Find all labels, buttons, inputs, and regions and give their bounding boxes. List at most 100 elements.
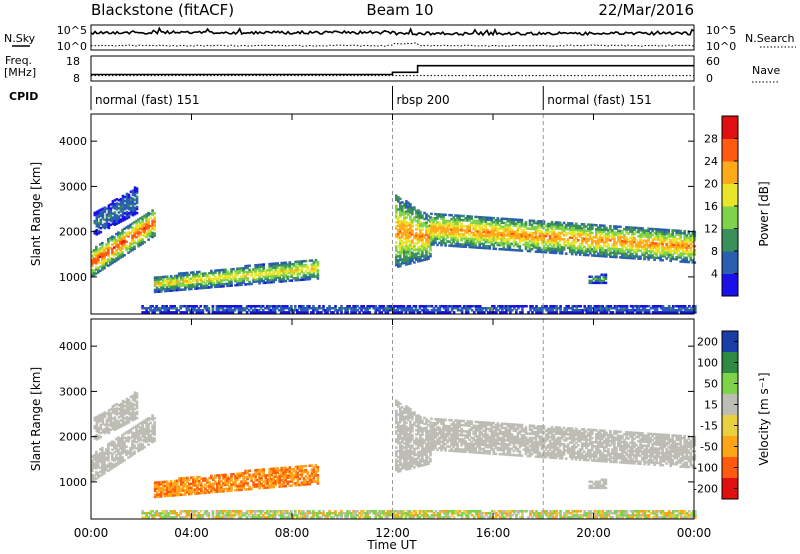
power-cell xyxy=(488,232,492,236)
velocity-cell xyxy=(121,401,125,405)
velocity-cell xyxy=(157,487,161,490)
power-cell xyxy=(613,305,617,308)
power-cell xyxy=(659,258,662,262)
power-cell xyxy=(121,219,125,222)
velocity-cell xyxy=(129,436,132,440)
velocity-cell xyxy=(117,408,121,411)
power-cell xyxy=(236,279,239,283)
power-cell xyxy=(542,232,546,236)
power-cell xyxy=(631,236,634,240)
power-cell xyxy=(591,307,595,310)
velocity-cell xyxy=(101,459,104,462)
power-cell xyxy=(474,234,477,237)
velocity-cell xyxy=(107,465,110,468)
power-cell xyxy=(526,249,530,253)
power-cell xyxy=(546,228,550,232)
power-cell xyxy=(635,247,638,250)
power-cell xyxy=(502,238,506,241)
power-cell xyxy=(580,249,584,252)
velocity-cell xyxy=(254,473,257,476)
power-cell xyxy=(127,195,131,199)
power-cell xyxy=(466,225,469,228)
velocity-cell xyxy=(101,446,104,450)
power-cell xyxy=(687,244,691,247)
velocity-cell xyxy=(97,426,101,430)
power-cell xyxy=(95,222,99,226)
power-cell xyxy=(190,271,193,274)
power-cell xyxy=(282,311,285,314)
power-cell xyxy=(468,241,471,245)
power-cell xyxy=(460,307,464,310)
power-cell xyxy=(121,215,125,218)
power-cell xyxy=(93,271,96,274)
velocity-cell xyxy=(190,486,193,490)
power-cell xyxy=(117,199,121,202)
power-cell xyxy=(304,311,307,314)
power-cell xyxy=(462,305,466,308)
power-cell xyxy=(587,243,590,247)
power-cell xyxy=(512,232,516,235)
power-cell xyxy=(685,236,689,239)
velocity-cell xyxy=(111,407,115,410)
power-cell xyxy=(623,234,626,237)
power-cell xyxy=(238,269,241,272)
power-cell xyxy=(526,237,530,241)
velocity-cell xyxy=(250,475,253,478)
power-cell xyxy=(605,228,608,232)
power-cell xyxy=(468,225,471,228)
power-cell xyxy=(440,311,444,314)
power-cell xyxy=(679,256,682,259)
power-cell xyxy=(631,254,634,258)
power-cell xyxy=(419,229,422,232)
velocity-cell xyxy=(288,466,292,469)
power-cell xyxy=(623,238,626,241)
velocity-cell xyxy=(262,480,265,484)
power-cell xyxy=(384,307,388,310)
power-cell xyxy=(271,309,275,312)
velocity-cell xyxy=(123,440,126,444)
velocity-cell xyxy=(260,478,263,482)
power-cell xyxy=(440,239,443,243)
power-cell xyxy=(129,200,133,204)
power-cell xyxy=(609,249,612,252)
power-cell xyxy=(192,285,195,288)
velocity-cell xyxy=(123,404,127,408)
power-cell xyxy=(107,260,110,263)
power-cell xyxy=(405,224,408,227)
power-cell xyxy=(179,282,183,285)
velocity-cell xyxy=(107,457,110,460)
power-cell xyxy=(190,281,193,285)
power-cell xyxy=(135,242,138,245)
velocity-cell xyxy=(139,430,142,433)
power-cell xyxy=(507,305,510,308)
power-cell xyxy=(109,261,112,264)
velocity-cell xyxy=(194,480,197,483)
power-cell xyxy=(559,311,562,314)
velocity-cell xyxy=(119,457,122,460)
power-cell xyxy=(430,311,434,314)
power-cell xyxy=(501,311,504,314)
power-cell xyxy=(450,242,453,245)
velocity-cell xyxy=(254,475,257,478)
power-cell xyxy=(591,227,594,231)
power-cell xyxy=(549,311,552,314)
power-cell xyxy=(595,244,598,247)
power-cell xyxy=(531,311,534,314)
velocity-cell xyxy=(119,402,123,406)
power-cell xyxy=(639,229,642,232)
power-cell xyxy=(145,227,148,230)
power-cell xyxy=(468,215,471,218)
velocity-cell xyxy=(113,404,117,407)
power-cell xyxy=(127,216,131,219)
power-cell xyxy=(512,244,516,248)
power-cell xyxy=(399,222,402,225)
power-cell xyxy=(153,218,156,221)
power-cell xyxy=(221,305,225,308)
power-cell xyxy=(220,275,223,278)
power-cell xyxy=(667,231,670,234)
velocity-cell xyxy=(196,488,199,491)
power-cell xyxy=(117,221,121,224)
power-cell xyxy=(683,260,686,264)
power-cell xyxy=(145,213,148,216)
power-cell xyxy=(617,225,620,228)
